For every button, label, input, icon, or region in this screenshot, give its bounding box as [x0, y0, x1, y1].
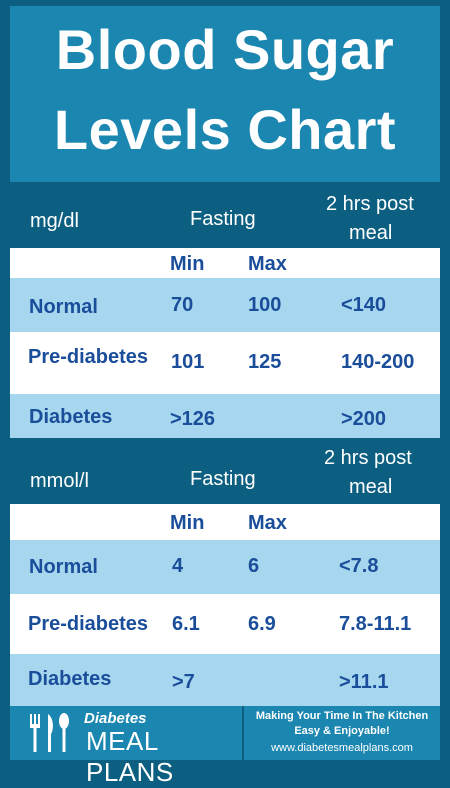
- mmol-minmax-row: Min Max: [10, 504, 440, 540]
- tagline-line-1: Making Your Time In The Kitchen: [255, 710, 429, 722]
- brand-logo: Diabetes MEAL PLANS: [10, 706, 242, 787]
- mmol-post-header-1: 2 hrs post: [324, 447, 412, 469]
- mgdl-post-header-1: 2 hrs post: [326, 193, 414, 215]
- row-max: 6.9: [248, 613, 276, 635]
- row-post: >11.1: [339, 671, 389, 693]
- mgdl-minmax-row: Min Max: [10, 248, 440, 278]
- tagline-box: Making Your Time In The Kitchen Easy & E…: [244, 706, 440, 760]
- row-post: <7.8: [339, 555, 379, 577]
- row-label: Normal: [29, 296, 98, 318]
- row-post: 7.8-11.1: [339, 613, 412, 635]
- row-label: Diabetes: [28, 668, 112, 690]
- row-max: 100: [248, 294, 282, 316]
- table-row: Normal 70 100 <140: [10, 278, 440, 332]
- mgdl-header: mg/dl Fasting 2 hrs post meal: [10, 190, 440, 248]
- fork-knife-spoon-icon: [30, 713, 69, 752]
- mmol-max-header: Max: [248, 512, 287, 534]
- row-max: 6: [248, 555, 260, 577]
- table-row: Pre-diabetes 6.1 6.9 7.8-11.1: [10, 594, 440, 654]
- mmol-post-header-2: meal: [349, 476, 393, 498]
- tagline-line-2: Easy & Enjoyable!: [294, 725, 390, 737]
- table-row: Diabetes >7 >11.1: [10, 654, 440, 706]
- row-label: Normal: [29, 556, 98, 578]
- row-min: >126: [170, 408, 216, 430]
- row-min: >7: [172, 671, 195, 693]
- row-min: 4: [172, 555, 184, 577]
- mmol-fasting-header: Fasting: [190, 468, 256, 490]
- title-box: Blood Sugar Levels Chart: [10, 6, 440, 182]
- brand-name-small: Diabetes: [84, 710, 147, 727]
- row-min: 101: [171, 351, 205, 373]
- website-url[interactable]: www.diabetesmealplans.com: [271, 742, 413, 754]
- table-row: Normal 4 6 <7.8: [10, 540, 440, 594]
- row-post: <140: [341, 294, 387, 316]
- row-label: Pre-diabetes: [28, 613, 149, 635]
- row-post: 140-200: [341, 351, 415, 373]
- mgdl-min-header: Min: [170, 253, 205, 275]
- mgdl-unit: mg/dl: [30, 210, 79, 232]
- row-label: Diabetes: [29, 406, 113, 428]
- brand-name-large: MEAL PLANS: [86, 726, 174, 787]
- mgdl-max-header: Max: [248, 253, 287, 275]
- mgdl-post-header-2: meal: [349, 222, 393, 244]
- footer-banner: Diabetes MEAL PLANS Making Your Time In …: [10, 706, 440, 787]
- row-min: 70: [171, 294, 194, 316]
- title-line-1: Blood Sugar: [55, 18, 395, 81]
- row-label: Pre-diabetes: [28, 346, 149, 368]
- table-row: Pre-diabetes 101 125 140-200: [10, 332, 440, 394]
- row-max: 125: [248, 351, 282, 373]
- mmol-header: mmol/l Fasting 2 hrs post meal: [10, 444, 440, 504]
- mgdl-fasting-header: Fasting: [190, 208, 256, 230]
- mmol-unit: mmol/l: [30, 470, 89, 492]
- chart-poster: Blood Sugar Levels Chart mg/dl Fasting 2…: [10, 6, 440, 787]
- row-post: >200: [341, 408, 387, 430]
- row-min: 6.1: [172, 613, 200, 635]
- table-row: Diabetes >126 >200: [10, 394, 440, 438]
- title-line-2: Levels Chart: [53, 98, 397, 161]
- mmol-min-header: Min: [170, 512, 205, 534]
